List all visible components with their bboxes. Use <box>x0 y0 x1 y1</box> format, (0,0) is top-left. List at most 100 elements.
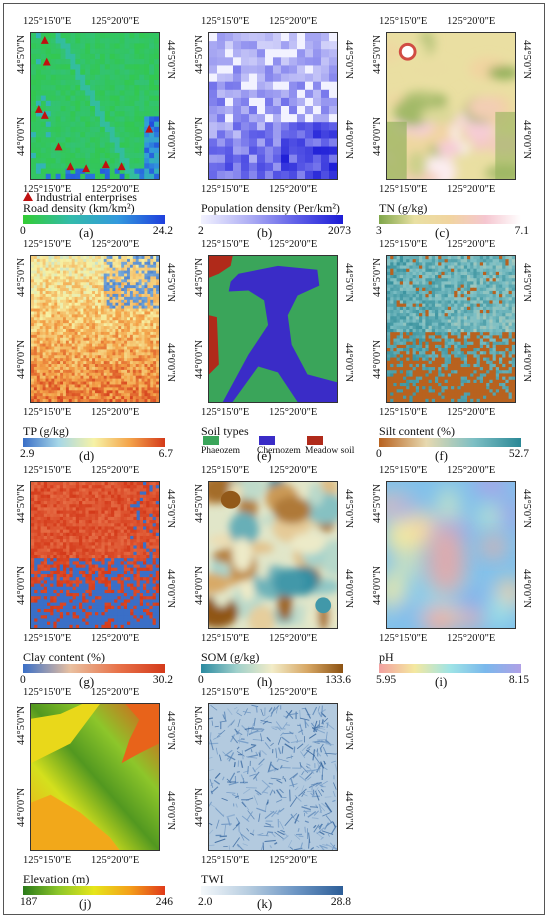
lon-tick-top-left: 125°15'0"E <box>201 687 250 698</box>
map-panel-h: 125°15'0"E 125°20'0"E 125°15'0"E 125°20'0"E… <box>183 461 363 689</box>
lat-tick-left-lower: 44°0'0"N <box>16 566 27 605</box>
soil-type-legend: Phaeozem Chernozem Meadow soil <box>201 436 361 460</box>
legend-label: Industrial enterprises <box>36 190 137 204</box>
lat-tick-left-upper: 44°5'0"N <box>372 258 383 297</box>
variable-label: SOM (g/kg) <box>201 650 260 664</box>
lat-tick-left-lower: 44°0'0"N <box>372 340 383 379</box>
lon-tick-bottom-right: 125°20'0"E <box>269 184 318 195</box>
panel-id-label: (c) <box>435 225 450 240</box>
ramp-max-label: 24.2 <box>152 225 173 237</box>
raster-map <box>30 255 160 403</box>
raster-map <box>30 703 160 851</box>
lat-tick-left-lower: 44°0'0"N <box>16 340 27 379</box>
raster-map <box>208 481 338 629</box>
raster-map <box>386 481 516 629</box>
ramp-max-label: 133.6 <box>325 674 351 686</box>
lat-tick-right-upper: 44°5'0"N <box>165 40 176 79</box>
lat-tick-right-lower: 44°0'0"N <box>521 120 532 159</box>
panel-id-label: (k) <box>257 896 273 911</box>
lon-tick-bottom-right: 125°20'0"E <box>269 633 318 644</box>
ramp-max-label: 52.7 <box>508 448 529 460</box>
lon-tick-top-right: 125°20'0"E <box>91 687 140 698</box>
lon-tick-bottom-left: 125°15'0"E <box>379 633 428 644</box>
ramp-min-label: 2.9 <box>20 448 35 460</box>
lon-tick-bottom-right: 125°20'0"E <box>91 855 140 866</box>
lon-tick-top-right: 125°20'0"E <box>447 465 496 476</box>
color-ramp-bar <box>201 664 343 673</box>
lon-tick-top-right: 125°20'0"E <box>269 687 318 698</box>
lon-tick-top-left: 125°15'0"E <box>23 465 72 476</box>
lat-tick-left-upper: 44°5'0"N <box>194 258 205 297</box>
soil-swatch <box>307 436 323 445</box>
lat-tick-right-lower: 44°0'0"N <box>343 791 354 830</box>
lat-tick-right-lower: 44°0'0"N <box>165 791 176 830</box>
soil-swatch-label: Phaeozem <box>201 446 241 456</box>
variable-label: Road density (km/km²) <box>23 201 135 215</box>
map-panel-e: 125°15'0"E 125°20'0"E 125°15'0"E 125°20'0"E… <box>183 235 363 463</box>
lon-tick-bottom-left: 125°15'0"E <box>23 184 72 195</box>
map-panel-k: 125°15'0"E 125°20'0"E 125°15'0"E 125°20'0"E… <box>183 683 363 911</box>
lat-tick-left-upper: 44°5'0"N <box>372 35 383 74</box>
lon-tick-bottom-left: 125°15'0"E <box>379 184 428 195</box>
raster-map <box>386 32 516 180</box>
ramp-min-label: 0 <box>376 448 382 460</box>
soil-swatch-label: Chernozem <box>257 446 301 456</box>
lon-tick-bottom-left: 125°15'0"E <box>23 407 72 418</box>
lat-tick-left-upper: 44°5'0"N <box>194 706 205 745</box>
ramp-min-label: 0 <box>20 674 26 686</box>
map-graphic <box>31 482 159 628</box>
map-graphic <box>209 33 337 179</box>
ramp-max-label: 246 <box>155 896 173 908</box>
industrial-enterprises-legend: Industrial enterprises <box>23 190 137 205</box>
lon-tick-bottom-right: 125°20'0"E <box>447 633 496 644</box>
color-ramp-bar <box>379 215 521 224</box>
lat-tick-left-lower: 44°0'0"N <box>194 566 205 605</box>
lon-tick-top-left: 125°15'0"E <box>379 465 428 476</box>
lat-tick-right-lower: 44°0'0"N <box>165 120 176 159</box>
ramp-max-label: 7.1 <box>514 225 529 237</box>
variable-label: TP (g/kg) <box>23 424 69 438</box>
lat-tick-right-upper: 44°5'0"N <box>521 263 532 302</box>
variable-label: TN (g/kg) <box>379 201 428 215</box>
lon-tick-top-left: 125°15'0"E <box>23 239 72 250</box>
lon-tick-bottom-right: 125°20'0"E <box>91 407 140 418</box>
raster-map <box>208 32 338 180</box>
lat-tick-right-upper: 44°5'0"N <box>343 263 354 302</box>
lat-tick-right-upper: 44°5'0"N <box>165 263 176 302</box>
panel-id-label: (i) <box>435 674 448 689</box>
map-panel-a: 125°15'0"E 125°20'0"E 125°15'0"E 125°20'0"E… <box>5 12 185 240</box>
color-ramp-bar <box>23 664 165 673</box>
lat-tick-left-upper: 44°5'0"N <box>16 258 27 297</box>
lon-tick-top-left: 125°15'0"E <box>23 16 72 27</box>
color-ramp-bar <box>201 215 343 224</box>
map-panel-g: 125°15'0"E 125°20'0"E 125°15'0"E 125°20'0"E… <box>5 461 185 689</box>
lon-tick-bottom-left: 125°15'0"E <box>201 407 250 418</box>
ramp-min-label: 2.0 <box>198 896 213 908</box>
lat-tick-right-upper: 44°5'0"N <box>165 711 176 750</box>
color-ramp-bar <box>23 438 165 447</box>
lat-tick-right-upper: 44°5'0"N <box>343 711 354 750</box>
lon-tick-top-left: 125°15'0"E <box>379 16 428 27</box>
ramp-min-label: 0 <box>198 674 204 686</box>
map-panel-c: 125°15'0"E 125°20'0"E 125°15'0"E 125°20'0"E… <box>361 12 541 240</box>
lat-tick-left-upper: 44°5'0"N <box>194 35 205 74</box>
map-panel-j: 125°15'0"E 125°20'0"E 125°15'0"E 125°20'0"E… <box>5 683 185 911</box>
lon-tick-top-right: 125°20'0"E <box>447 239 496 250</box>
lon-tick-bottom-left: 125°15'0"E <box>23 855 72 866</box>
color-ramp-bar <box>379 664 521 673</box>
lat-tick-left-upper: 44°5'0"N <box>16 484 27 523</box>
lat-tick-right-lower: 44°0'0"N <box>521 343 532 382</box>
map-panel-d: 125°15'0"E 125°20'0"E 125°15'0"E 125°20'0"E… <box>5 235 185 463</box>
lat-tick-right-lower: 44°0'0"N <box>343 569 354 608</box>
lon-tick-top-left: 125°15'0"E <box>23 687 72 698</box>
lon-tick-top-right: 125°20'0"E <box>91 465 140 476</box>
lon-tick-top-right: 125°20'0"E <box>269 465 318 476</box>
lat-tick-left-upper: 44°5'0"N <box>16 35 27 74</box>
lat-tick-right-upper: 44°5'0"N <box>343 489 354 528</box>
panel-id-label: (g) <box>79 674 95 689</box>
map-graphic <box>209 482 337 628</box>
lon-tick-top-left: 125°15'0"E <box>201 465 250 476</box>
map-graphic <box>209 256 337 402</box>
lon-tick-bottom-right: 125°20'0"E <box>269 407 318 418</box>
lat-tick-right-lower: 44°0'0"N <box>343 343 354 382</box>
